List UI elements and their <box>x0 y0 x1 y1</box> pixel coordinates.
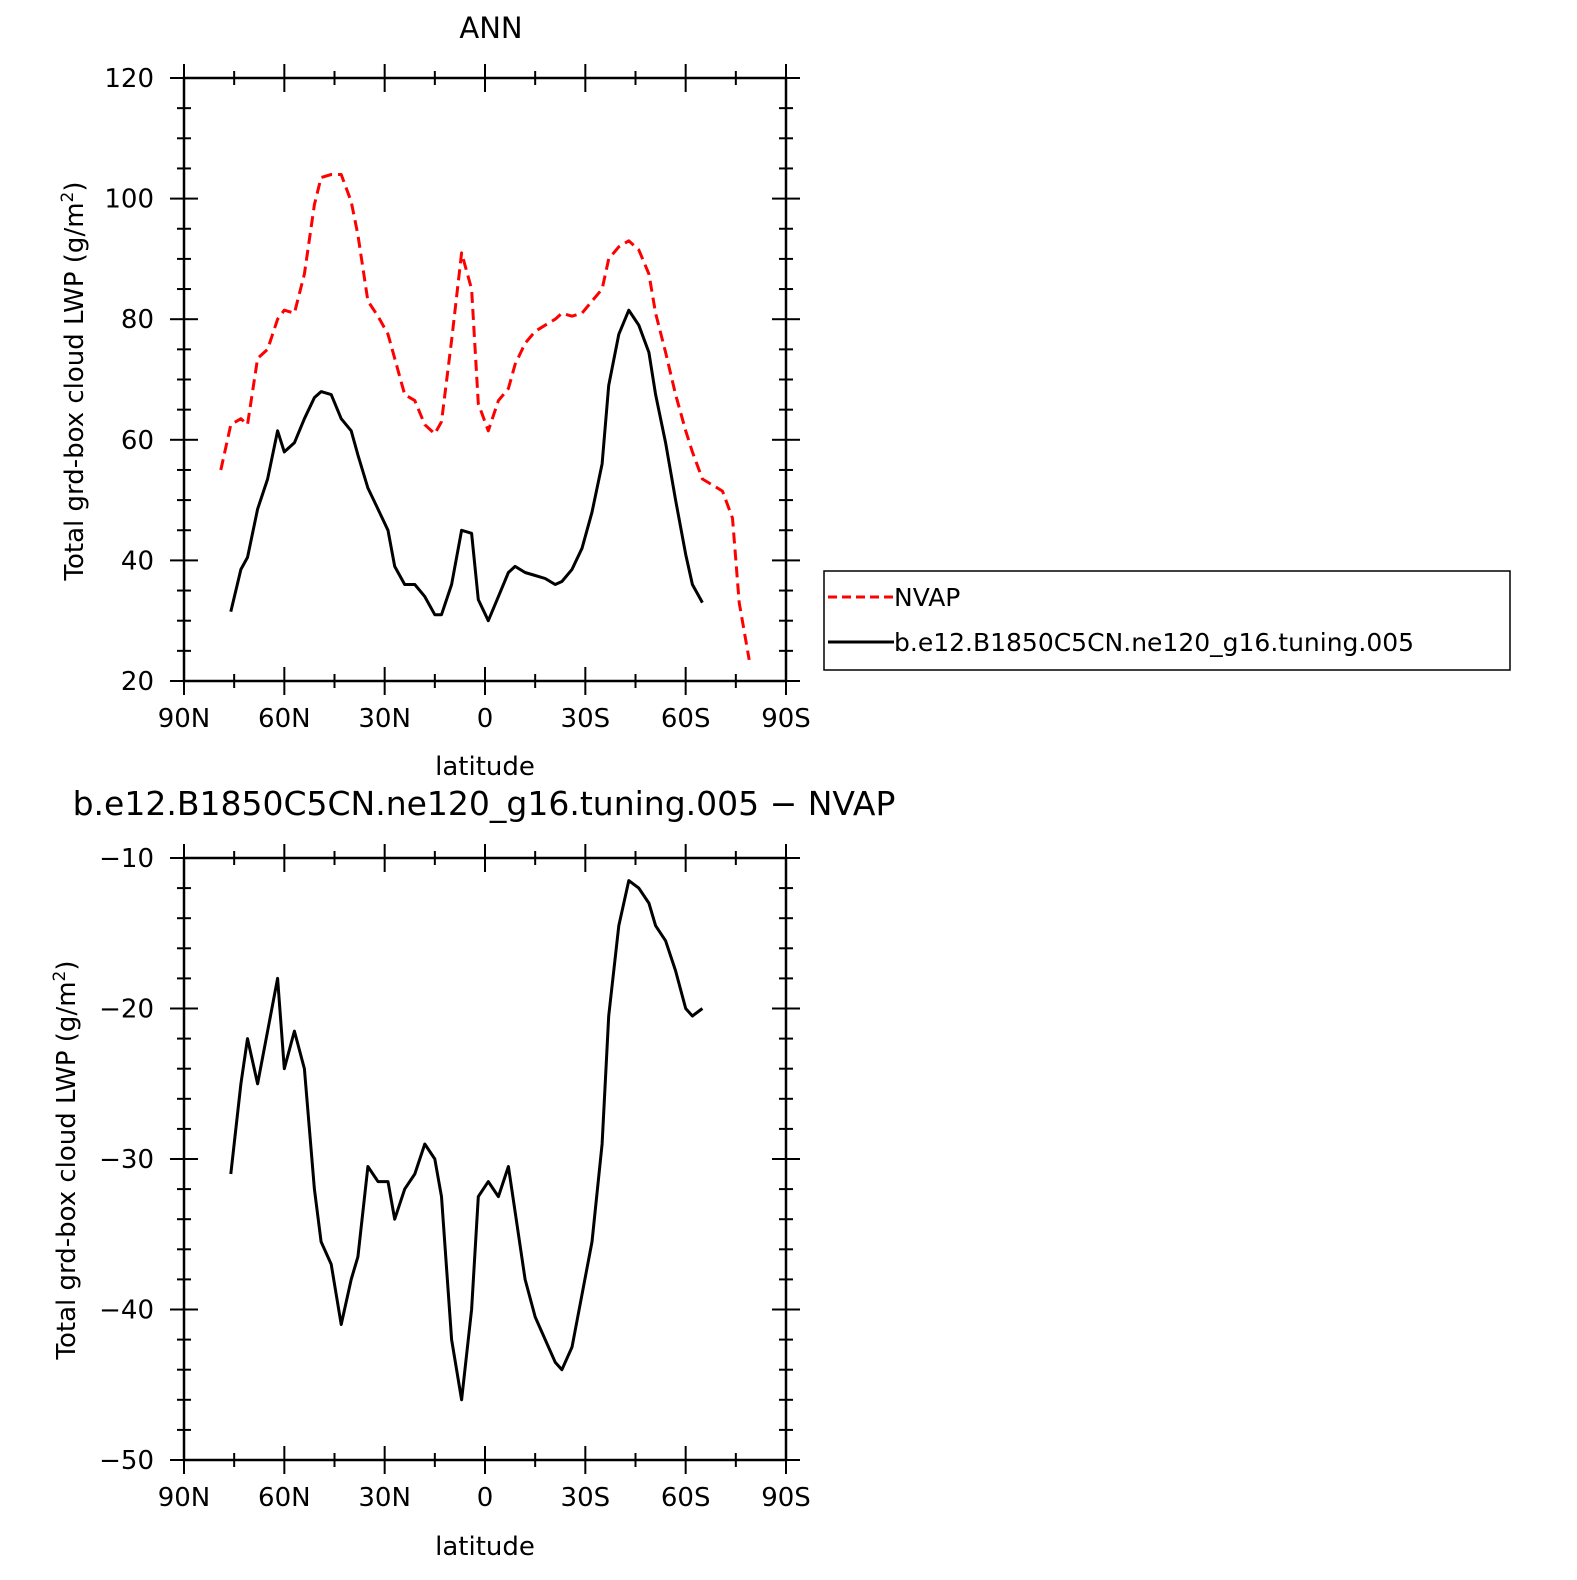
legend-label-model: b.e12.B1850C5CN.ne120_g16.tuning.005 <box>894 628 1414 657</box>
bottom-y-tick-label: −40 <box>99 1296 154 1326</box>
top-y-axis-label: Total grd-box cloud LWP (g/m2) <box>58 181 90 581</box>
top-y-tick-label: 20 <box>121 667 154 697</box>
bottom-x-tick-label: 60N <box>258 1483 311 1513</box>
bottom-y-tick-label: −10 <box>99 844 154 874</box>
top-x-tick-label: 0 <box>477 704 494 734</box>
top-x-tick-labels: 90N 60N 30N 0 30S 60S 90S <box>158 704 811 734</box>
top-y-tick-label: 120 <box>104 64 154 94</box>
top-x-tick-label: 90S <box>761 704 811 734</box>
top-x-tick-label: 30N <box>358 704 411 734</box>
top-panel: ANN 90N 60N 30N 0 30S 60S 90S 20 40 60 80 100 120 l… <box>58 11 1511 782</box>
bottom-x-tick-labels: 90N 60N 30N 0 30S 60S 90S <box>158 1483 811 1513</box>
bottom-panel: b.e12.B1850C5CN.ne120_g16.tuning.005 − N… <box>50 784 895 1562</box>
top-y-tick-labels: 20 40 60 80 100 120 <box>104 64 154 697</box>
bottom-plot-frame <box>182 856 788 1462</box>
top-x-axis-label: latitude <box>435 752 535 782</box>
top-x-tick-label: 90N <box>158 704 211 734</box>
legend: NVAP b.e12.B1850C5CN.ne120_g16.tuning.00… <box>823 570 1511 671</box>
bottom-x-axis-label: latitude <box>435 1532 535 1562</box>
bottom-y-tick-label: −30 <box>99 1145 154 1175</box>
bottom-x-tick-label: 0 <box>477 1483 494 1513</box>
top-chart-title: ANN <box>459 11 522 45</box>
top-x-tick-label: 60N <box>258 704 311 734</box>
top-x-tick-label: 30S <box>561 704 611 734</box>
bottom-x-tick-label: 90S <box>761 1483 811 1513</box>
legend-label-nvap: NVAP <box>894 583 960 612</box>
top-x-tick-label: 60S <box>661 704 711 734</box>
bottom-y-tick-label: −50 <box>99 1446 154 1476</box>
top-y-tick-label: 80 <box>121 305 154 335</box>
legend-box <box>823 570 1511 671</box>
top-series-line-dashed-0 <box>219 173 751 661</box>
top-series-lines <box>219 173 751 661</box>
bottom-x-tick-label: 30N <box>358 1483 411 1513</box>
bottom-x-tick-label: 30S <box>561 1483 611 1513</box>
bottom-x-tick-label: 60S <box>661 1483 711 1513</box>
top-y-tick-label: 60 <box>121 426 154 456</box>
bottom-chart-title: b.e12.B1850C5CN.ne120_g16.tuning.005 − N… <box>73 784 896 823</box>
top-y-tick-label: 40 <box>121 546 154 576</box>
bottom-tick-marks <box>170 844 800 1474</box>
top-series-line-solid-1 <box>229 308 704 623</box>
bottom-x-tick-label: 90N <box>158 1483 211 1513</box>
bottom-series-lines <box>229 879 704 1402</box>
bottom-series-line-solid-0 <box>229 879 704 1402</box>
bottom-y-tick-labels: −50 −40 −30 −20 −10 <box>99 844 154 1476</box>
bottom-y-axis-label: Total grd-box cloud LWP (g/m2) <box>50 960 82 1360</box>
top-y-tick-label: 100 <box>104 185 154 215</box>
bottom-y-tick-label: −20 <box>99 995 154 1025</box>
top-tick-marks <box>170 64 800 695</box>
